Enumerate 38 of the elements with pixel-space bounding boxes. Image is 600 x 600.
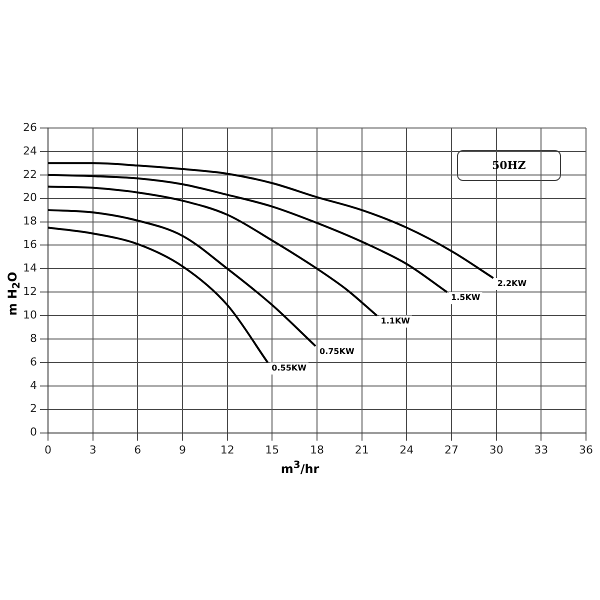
y-tick-label: 2 <box>30 402 37 416</box>
line-series <box>48 226 269 364</box>
x-tick-label: 27 <box>444 443 458 456</box>
x-axis-title: m$^{3}$/hr <box>280 460 320 476</box>
y-tick-label: 16 <box>22 238 37 252</box>
x-tick-label: 12 <box>220 443 234 456</box>
y-tick-label: 0 <box>30 426 37 439</box>
x-tick-label: 3 <box>89 443 96 456</box>
x-tick-label: 36 <box>579 443 593 456</box>
y-tick-label: 14 <box>22 262 37 275</box>
x-tick-label: 18 <box>310 443 324 456</box>
annotation: 1.1KW <box>380 316 410 326</box>
x-tick-label: 9 <box>179 443 186 456</box>
x-tick-label: 30 <box>489 443 504 456</box>
line-series <box>48 174 448 294</box>
line-series <box>48 162 494 280</box>
annotation: 1.5KW <box>451 293 480 302</box>
x-tick-label: 0 <box>44 443 52 456</box>
annotation: 0.55KW <box>272 364 307 373</box>
y-tick-label: 8 <box>30 332 37 345</box>
x-tick-label: 6 <box>134 443 142 456</box>
y-tick-label: 20 <box>22 191 37 204</box>
annotation: 2.2KW <box>497 279 527 288</box>
line-series <box>48 186 378 317</box>
x-tick-label: 15 <box>265 443 280 456</box>
y-tick-label: 4 <box>30 378 37 392</box>
x-tick-label: 24 <box>400 443 414 456</box>
y-tick-label: 24 <box>22 144 37 158</box>
y-tick-label: 10 <box>22 308 37 322</box>
y-tick-label: 18 <box>22 214 37 228</box>
y-tick-label: 12 <box>22 284 37 298</box>
y-tick-label: 22 <box>22 168 37 181</box>
y-tick-label: 6 <box>30 355 37 368</box>
x-tick-label: 21 <box>354 443 369 456</box>
annotation: 0.75KW <box>320 347 354 356</box>
line-series <box>48 209 317 348</box>
y-tick-label: 26 <box>22 120 37 134</box>
x-tick-label: 33 <box>534 443 548 456</box>
